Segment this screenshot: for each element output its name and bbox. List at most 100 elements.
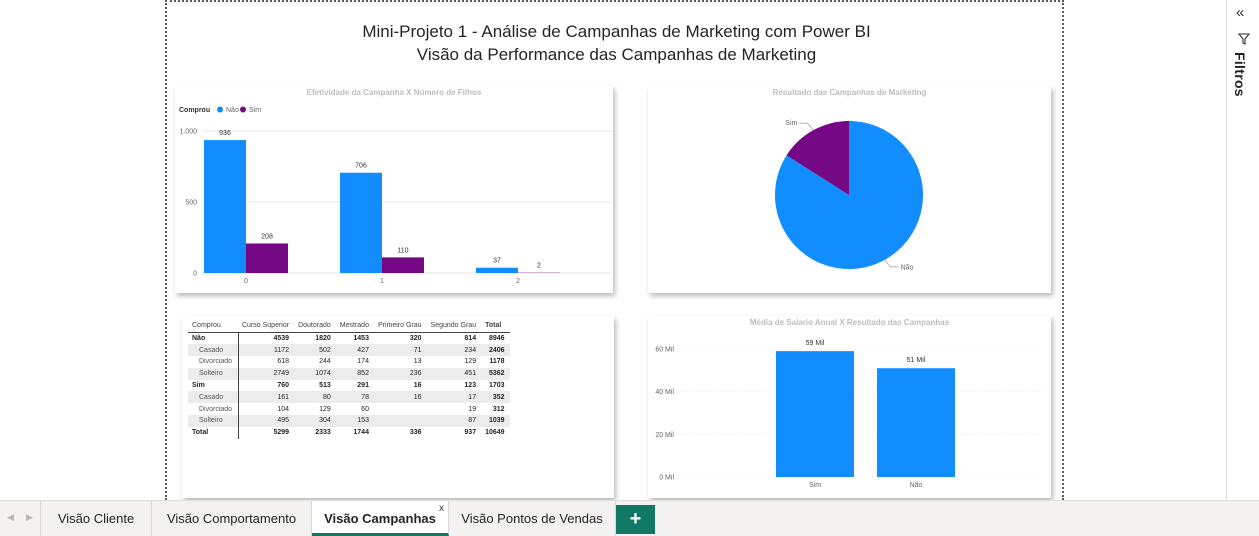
comprou-matrix: Comprou Curso Superior Doutorado Mestrado Pr…: [188, 320, 510, 439]
matrix-cell: 618: [277, 358, 290, 366]
legend-nao-label[interactable]: Não: [226, 107, 239, 114]
matrix-cell: 1172: [238, 344, 295, 357]
salario-bar: [776, 351, 854, 477]
matrix-cell: 174: [357, 358, 369, 366]
filhos-xtick-label: 0: [244, 278, 248, 285]
filhos-chart: Comprou Não Sim 0 500 1.000 936 208 0 706 110 1 3…: [179, 106, 611, 285]
matrix-cell: 87: [426, 415, 482, 427]
matrix-cell: 78: [335, 391, 374, 404]
matrix-column-header[interactable]: Primeiro Grau: [373, 320, 427, 333]
pie-label-sim: Sim: [785, 120, 797, 127]
matrix-cell: 16: [373, 391, 427, 404]
filhos-data-label: 37: [493, 258, 501, 265]
matrix-cell: 814: [464, 335, 477, 343]
matrix-cell: 234: [426, 344, 482, 357]
tab-label: Visão Pontos de Vendas: [461, 511, 603, 526]
matrix-row-header: Divorciado: [188, 403, 239, 416]
matrix-cell: 304: [294, 415, 336, 427]
filhos-bar-sim: [246, 243, 288, 273]
matrix-cell: 123: [464, 382, 477, 390]
salario-ytick-label: 0 Mil: [659, 475, 674, 482]
prev-page-icon[interactable]: ◀: [7, 512, 14, 522]
matrix-column-header[interactable]: Comprou: [188, 320, 238, 333]
matrix-cell: [373, 415, 427, 427]
left-gutter: [0, 0, 165, 500]
matrix-cell: 320: [409, 335, 422, 343]
comprou-matrix-visual[interactable]: Comprou Curso Superior Doutorado Mestrado Pr…: [182, 316, 614, 498]
matrix-column-header[interactable]: Curso Superior: [238, 320, 295, 333]
tab-visao-cliente[interactable]: Visão Cliente: [41, 501, 152, 536]
funnel-icon: [1237, 33, 1251, 45]
resultado-chart-title: Resultado das Campanhas de Marketing: [772, 88, 927, 97]
matrix-cell: 1703: [488, 382, 505, 390]
resultado-pie-chart: Sim Não: [775, 120, 923, 271]
pie-slice-sim: [786, 121, 849, 195]
add-page-button[interactable]: +: [616, 505, 655, 534]
matrix-row: Divorciado 618 244 174 13 129 1178: [188, 356, 510, 368]
tab-label: Visão Cliente: [57, 511, 135, 526]
filhos-data-label: 2: [537, 263, 541, 270]
matrix-header-row: Comprou Curso Superior Doutorado Mestrado Pr…: [188, 320, 510, 333]
matrix-cell: 80: [294, 391, 336, 404]
matrix-column-header[interactable]: Mestrado: [335, 320, 374, 333]
salario-chart-visual[interactable]: Média de Salario Anual X Resultado das C…: [648, 316, 1051, 498]
matrix-cell: 1744: [353, 429, 369, 437]
salario-ytick-label: 60 Mil: [655, 347, 674, 354]
matrix-cell: 352: [481, 391, 510, 404]
pie-leader-sim: [799, 122, 814, 131]
matrix-row-header[interactable]: Sim: [188, 379, 239, 392]
matrix-row: Casado 161 80 78 16 17 352: [188, 391, 510, 404]
matrix-cell: 495: [238, 415, 295, 427]
filhos-legend-title: Comprou: [179, 107, 210, 114]
matrix-cell: 17: [426, 391, 482, 404]
matrix-cell: 19: [468, 405, 477, 413]
filters-pane-label[interactable]: Filtros: [1232, 52, 1248, 97]
matrix-cell: 502: [294, 344, 336, 357]
legend-nao-marker: [217, 106, 223, 113]
resultado-chart-visual[interactable]: Resultado das Campanhas de Marketing Sim…: [648, 86, 1051, 293]
close-tab-icon[interactable]: x: [439, 503, 444, 514]
right-gutter: [1064, 0, 1226, 500]
tab-visao-campanhas[interactable]: Visão Campanhas x: [312, 501, 449, 536]
matrix-cell: 71: [373, 344, 427, 357]
double-chevron-left-icon[interactable]: «: [1236, 4, 1245, 21]
salario-chart: 0 Mil 20 Mil 40 Mil 60 Mil 59 Mil Sim 51 Mil Nã…: [655, 340, 1043, 489]
filhos-bar-nao: [204, 140, 246, 273]
legend-sim-marker: [240, 106, 246, 113]
matrix-row-header[interactable]: Não: [188, 332, 239, 345]
filhos-bar-nao: [340, 172, 382, 273]
matrix-row-header: Solteiro: [188, 415, 239, 427]
salario-ytick-label: 40 Mil: [655, 389, 674, 396]
tab-visao-comportamento[interactable]: Visão Comportamento: [152, 501, 312, 536]
page-tab-bar: ◀ ▶ Visão Cliente Visão Comportamento Vi…: [0, 500, 1259, 536]
matrix-cell: 291: [357, 382, 369, 390]
matrix-column-header[interactable]: Segundo Grau: [426, 320, 482, 333]
matrix-cell: 153: [335, 415, 374, 427]
filhos-ytick-label: 0: [193, 271, 197, 278]
matrix-cell: 5299: [273, 429, 290, 437]
filhos-bar-nao: [476, 267, 518, 273]
matrix-cell: 937: [464, 429, 477, 437]
matrix-cell: 336: [409, 429, 422, 437]
pie-label-nao: Não: [901, 264, 914, 271]
matrix-cell: 513: [319, 382, 331, 390]
pie-leader-nao: [884, 259, 899, 268]
matrix-cell: 161: [238, 391, 295, 404]
next-page-icon[interactable]: ▶: [26, 512, 33, 522]
matrix-column-header[interactable]: Doutorado: [294, 320, 336, 333]
filhos-ytick-label: 500: [185, 200, 197, 207]
report-canvas: Mini-Projeto 1 - Análise de Campanhas de…: [165, 0, 1064, 500]
page-nav-arrows: ◀ ▶: [0, 501, 41, 536]
matrix-cell: 16: [413, 382, 422, 390]
matrix-cell: 129: [464, 358, 477, 366]
legend-sim-label[interactable]: Sim: [249, 107, 261, 114]
filhos-chart-visual[interactable]: Efetividade da Campanha X Número de Filh…: [175, 86, 613, 293]
matrix-cell: 10649: [485, 429, 505, 437]
salario-ytick-label: 20 Mil: [655, 432, 674, 439]
filters-pane[interactable]: « Filtros: [1226, 0, 1259, 500]
matrix-cell: 2749: [238, 367, 295, 380]
salario-data-label: 59 Mil: [806, 340, 825, 347]
tab-visao-pontos-de-vendas[interactable]: Visão Pontos de Vendas: [449, 501, 616, 536]
matrix-column-header[interactable]: Total: [481, 320, 510, 333]
